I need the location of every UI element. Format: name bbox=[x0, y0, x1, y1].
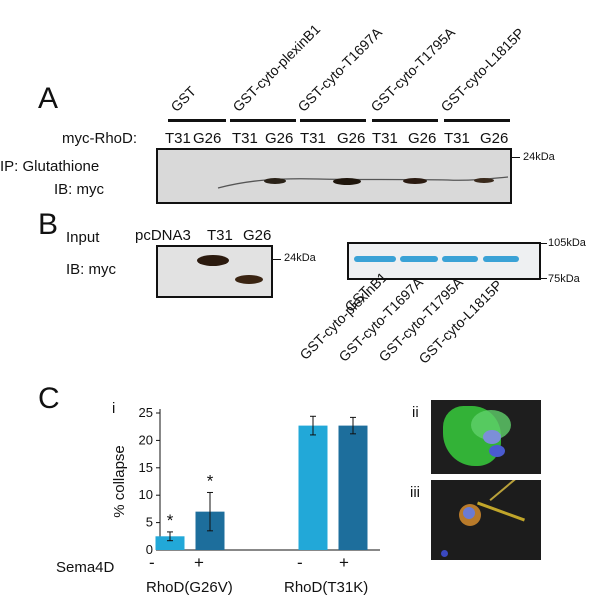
y-tick-label: 20 bbox=[139, 432, 153, 447]
blot-a bbox=[156, 148, 512, 204]
a-group-bar bbox=[444, 119, 510, 122]
a-group-label: GST bbox=[167, 83, 200, 115]
blot-band bbox=[333, 178, 361, 185]
a-lane-label: G26 bbox=[480, 130, 509, 147]
gel-band bbox=[483, 256, 519, 262]
a-lane-label: T31 bbox=[300, 130, 326, 147]
c-sign: - bbox=[297, 553, 303, 572]
b-lane-label: T31 bbox=[207, 227, 233, 244]
a-group-bar bbox=[372, 119, 438, 122]
blot-band bbox=[235, 275, 263, 284]
a-lane-label: G26 bbox=[408, 130, 437, 147]
b-marker-label: 24kDa bbox=[284, 252, 316, 264]
marker-tick bbox=[273, 259, 281, 260]
c-sub-iii: iii bbox=[410, 484, 420, 501]
a-group-bar bbox=[168, 119, 226, 122]
significance-asterisk: * bbox=[167, 511, 174, 530]
panel-c-letter: C bbox=[38, 382, 60, 415]
blot-b-left bbox=[156, 245, 273, 298]
c-sema-label: Sema4D bbox=[56, 559, 115, 576]
a-lane-label: T31 bbox=[372, 130, 398, 147]
y-tick-label: 15 bbox=[139, 460, 153, 475]
a-lane-label: G26 bbox=[337, 130, 366, 147]
micrograph-ii bbox=[431, 400, 541, 474]
c-sub-i: i bbox=[112, 400, 116, 417]
blot-band bbox=[474, 178, 494, 183]
blot-band bbox=[197, 255, 229, 266]
c-sub-ii: ii bbox=[412, 404, 419, 421]
b-ib-label: IB: myc bbox=[66, 261, 117, 278]
c-group-label: RhoD(T31K) bbox=[284, 579, 369, 596]
a-lane-label: T31 bbox=[232, 130, 258, 147]
c-sign: - bbox=[149, 553, 155, 572]
blot-a-trace bbox=[217, 176, 509, 189]
a-lane-label: G26 bbox=[265, 130, 294, 147]
c-sign: + bbox=[194, 553, 204, 572]
a-group-bar bbox=[300, 119, 366, 122]
a-lane-label: G26 bbox=[193, 130, 222, 147]
y-tick-label: 10 bbox=[139, 487, 153, 502]
micrograph-iii bbox=[431, 480, 541, 560]
c-sign: + bbox=[339, 553, 349, 572]
y-axis-label: % collapse bbox=[111, 445, 128, 518]
collapse-bar-chart: 0 5 10 15 20 25 % collapse * * bbox=[111, 405, 380, 557]
bar bbox=[155, 536, 185, 550]
bar bbox=[298, 425, 328, 550]
blot-band bbox=[403, 178, 427, 184]
b-marker-right: 105kDa bbox=[548, 237, 586, 249]
marker-tick bbox=[541, 278, 547, 279]
marker-tick bbox=[541, 243, 547, 244]
y-tick-label: 5 bbox=[146, 515, 153, 530]
a-marker-label: 24kDa bbox=[523, 151, 555, 163]
a-group-bar bbox=[230, 119, 296, 122]
blot-band bbox=[264, 178, 286, 184]
y-tick-label: 25 bbox=[139, 405, 153, 420]
gel-band bbox=[354, 256, 396, 262]
a-lane-label: T31 bbox=[165, 130, 191, 147]
b-lane-label: G26 bbox=[243, 227, 272, 244]
b-input-label: Input bbox=[66, 229, 100, 246]
a-ip-label: IP: Glutathione bbox=[0, 158, 100, 175]
gel-band bbox=[442, 256, 478, 262]
a-ib-label: IB: myc bbox=[54, 181, 105, 198]
panel-b-letter: B bbox=[38, 208, 59, 241]
significance-asterisk: * bbox=[207, 471, 214, 490]
b-marker-right: 75kDa bbox=[548, 273, 580, 285]
gel-band bbox=[400, 256, 438, 262]
b-lane-label: pcDNA3 bbox=[135, 227, 191, 244]
bar bbox=[338, 425, 368, 550]
a-row-label: myc-RhoD: bbox=[62, 130, 138, 147]
c-group-label: RhoD(G26V) bbox=[146, 579, 233, 596]
y-tick-label: 0 bbox=[146, 542, 153, 557]
panel-a-letter: A bbox=[38, 82, 59, 115]
marker-tick bbox=[512, 157, 520, 158]
a-lane-label: T31 bbox=[444, 130, 470, 147]
